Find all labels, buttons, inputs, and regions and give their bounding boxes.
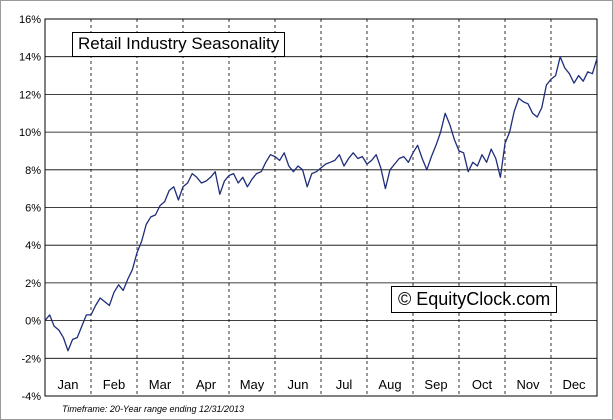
x-tick-label: Jun (288, 377, 309, 392)
y-tick-label: -2% (21, 353, 41, 365)
x-tick-label: Jul (336, 377, 353, 392)
y-tick-label: 16% (19, 14, 41, 26)
chart-title: Retail Industry Seasonality (72, 32, 286, 57)
x-tick-label: May (240, 377, 265, 392)
equityclock-watermark: © EquityClock.com (391, 286, 558, 313)
y-tick-label: 0% (25, 316, 41, 328)
x-tick-label: Nov (516, 377, 540, 392)
x-tick-label: Mar (149, 377, 172, 392)
y-tick-label: 6% (25, 203, 41, 215)
x-tick-label: Apr (196, 377, 217, 392)
grid-layer (44, 18, 598, 397)
x-tick-label: Feb (103, 377, 125, 392)
x-tick-label: Aug (378, 377, 401, 392)
x-tick-label: Oct (472, 377, 493, 392)
x-tick-label: Sep (424, 377, 447, 392)
y-tick-label: 4% (25, 240, 41, 252)
series-line (44, 56, 598, 352)
y-tick-label: 14% (19, 52, 41, 64)
y-tick-label: 12% (19, 89, 41, 101)
y-tick-label: 10% (19, 127, 41, 139)
y-tick-label: 8% (25, 165, 41, 177)
series-layer (44, 56, 598, 352)
x-tick-label: Jan (58, 377, 79, 392)
axis-layer: 16% 14% 12% 10% 8% 6% 4% 2% 0% -2% -4% Jan Feb Mar Apr… (19, 14, 586, 403)
y-tick-label: 2% (25, 278, 41, 290)
y-tick-label: -4% (21, 391, 41, 403)
timeframe-footnote: Timeframe: 20-Year range ending 12/31/20… (62, 404, 245, 414)
x-tick-label: Dec (562, 377, 586, 392)
